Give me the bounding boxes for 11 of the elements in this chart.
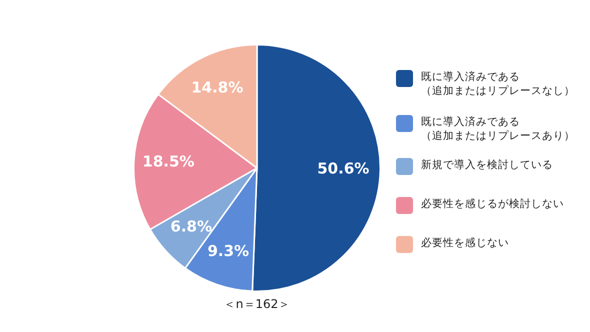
data-label: 6.8%: [170, 217, 212, 236]
data-label: 50.6%: [317, 160, 370, 178]
legend-label: 既に導入済みである（追加またはリプレースあり）: [421, 115, 575, 143]
text: ＜n＝162＞: [222, 296, 292, 313]
legend-label: 新規で導入を検討している: [421, 158, 553, 172]
data-label: 18.5%: [142, 152, 194, 171]
data-label: 9.3%: [207, 242, 250, 260]
data-label: 14.8%: [191, 78, 244, 97]
legend-label: 既に導入済みである（追加またはリプレースなし）: [421, 70, 575, 98]
legend-label: 必要性を感じない: [421, 236, 509, 250]
legend-label: 必要性を感じるが検討しない: [421, 197, 564, 211]
